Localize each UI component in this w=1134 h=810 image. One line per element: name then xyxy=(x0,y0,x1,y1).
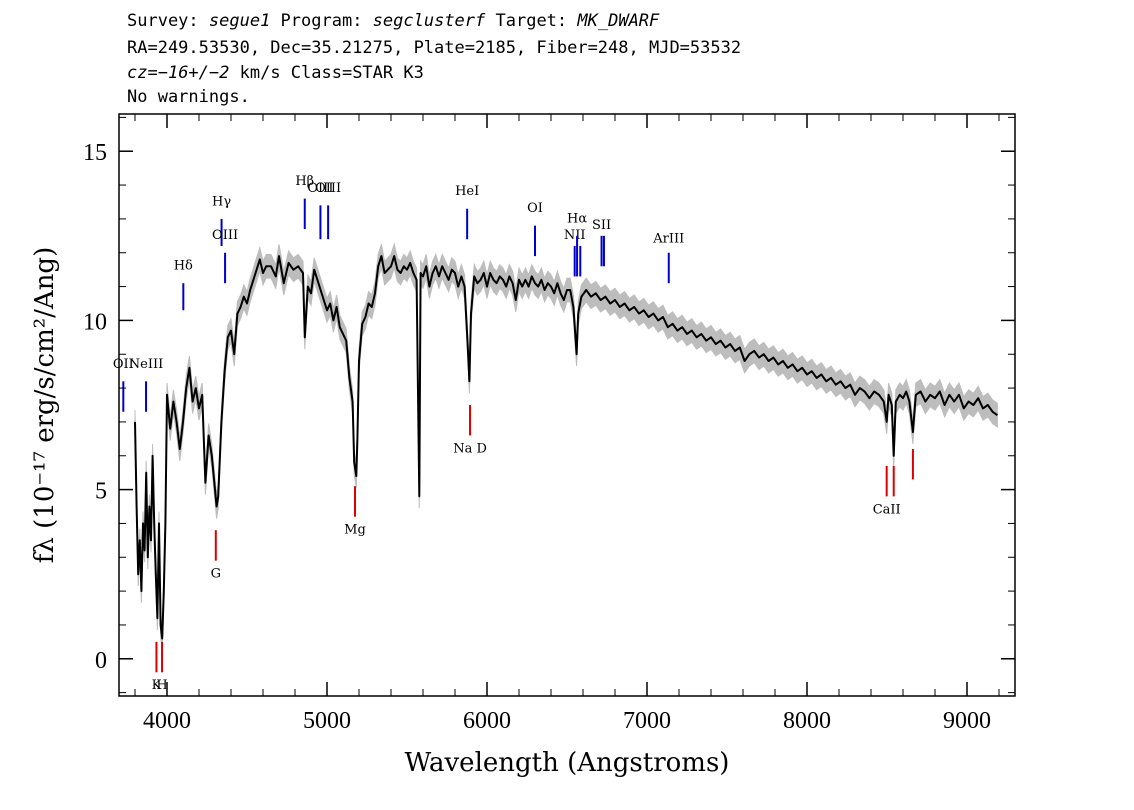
plot-frame xyxy=(118,113,1016,697)
survey-value: segue1 xyxy=(208,11,271,31)
emission-line-label: HeI xyxy=(455,184,479,199)
error-band xyxy=(134,242,998,651)
emission-line-label: Hγ xyxy=(212,194,231,209)
emission-line-label: SII xyxy=(592,218,611,233)
emission-line-label: Hδ xyxy=(174,259,193,274)
y-axis-title: fλ (10⁻¹⁷ erg/s/cm²/Ang) xyxy=(30,247,60,563)
x-tick-label: 7000 xyxy=(623,708,671,734)
x-tick-label: 6000 xyxy=(463,708,511,734)
spectrum-layer xyxy=(134,255,998,640)
emission-line-label: OIII xyxy=(212,228,238,243)
emission-line-label: OIII xyxy=(307,181,333,196)
x-tick-label: 9000 xyxy=(943,708,991,734)
x-tick-label: 5000 xyxy=(303,708,351,734)
emission-line-label: NII xyxy=(564,228,586,243)
target-value: MK_DWARF xyxy=(577,11,660,31)
emission-line-label: OII xyxy=(113,357,134,372)
axes-layer: 4000 5000 6000 7000 8000 9000 0 5 10 15 xyxy=(83,114,1015,734)
emission-line-label: Hβ xyxy=(295,174,314,189)
error-band-layer xyxy=(134,242,998,651)
x-axis-title: Wavelength (Angstroms) xyxy=(405,748,730,778)
absorption-line-label: Mg xyxy=(344,523,366,538)
target-label: Target: xyxy=(485,11,578,31)
cz-rest: km/s Class=STAR K3 xyxy=(229,63,424,83)
header-line-1: Survey: segue1 Program: segclusterf Targ… xyxy=(127,10,659,32)
survey-label: Survey: xyxy=(127,11,209,31)
absorption-line-label: H xyxy=(156,678,167,693)
cz-value: =−16+/−2 xyxy=(147,63,230,83)
emission-line-label: OIII xyxy=(315,181,341,196)
y-tick-label: 5 xyxy=(95,479,107,505)
absorption-line-label: Na D xyxy=(453,441,487,456)
cz-label: cz xyxy=(127,63,148,83)
emission-line-label: ArIII xyxy=(652,232,684,247)
program-label: Program: xyxy=(270,11,373,31)
header-line-3: cz=−16+/−2 km/s Class=STAR K3 xyxy=(127,62,424,84)
program-value: segclusterf xyxy=(372,11,486,31)
emission-line-label: NeIII xyxy=(129,357,163,372)
header-line-4: No warnings. xyxy=(127,87,250,107)
x-tick-label: 4000 xyxy=(143,708,191,734)
spectrum-line xyxy=(134,255,998,640)
y-tick-label: 10 xyxy=(83,309,107,335)
absorption-line-label: G xyxy=(211,567,221,582)
y-tick-label: 0 xyxy=(95,648,107,674)
absorption-line-label: K xyxy=(152,678,162,693)
absorption-line-label: CaII xyxy=(873,502,901,517)
x-tick-label: 8000 xyxy=(783,708,831,734)
header-line-2: RA=249.53530, Dec=35.21275, Plate=2185, … xyxy=(127,38,742,58)
y-tick-label: 15 xyxy=(83,140,107,166)
emission-line-label: OI xyxy=(527,201,543,216)
emission-line-label: Hα xyxy=(567,211,587,226)
